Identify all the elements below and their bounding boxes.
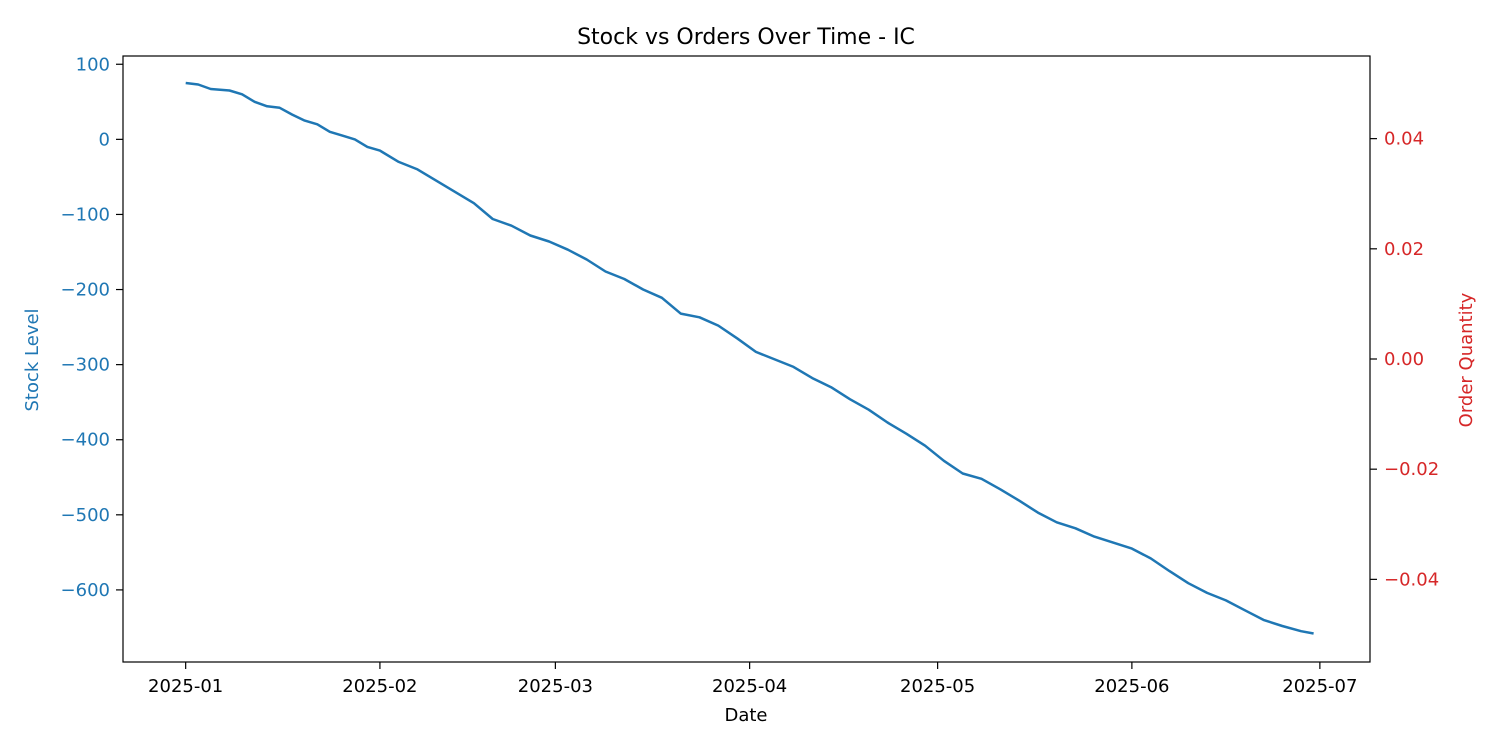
x-tick-label: 2025-02 <box>342 676 417 697</box>
x-tick-label: 2025-03 <box>518 676 593 697</box>
y-tick-label: −500 <box>61 505 110 526</box>
chart-title: Stock vs Orders Over Time - IC <box>577 25 915 50</box>
plot-area <box>185 81 1314 635</box>
y2-tick-label: −0.02 <box>1384 459 1439 480</box>
x-tick-label: 2025-01 <box>148 676 223 697</box>
x-tick-label: 2025-05 <box>900 676 975 697</box>
y2-tick-label: 0.04 <box>1384 129 1424 150</box>
y2-tick-label: 0.02 <box>1384 239 1424 260</box>
y-axis-right: 0.04 0.02 0.00 −0.02 −0.04 <box>1370 129 1439 590</box>
y-tick-label: −300 <box>61 355 110 376</box>
y-tick-label: −200 <box>61 280 110 301</box>
y-tick-label: −100 <box>61 204 110 225</box>
x-tick-label: 2025-04 <box>712 676 787 697</box>
y-tick-label: 100 <box>76 54 110 75</box>
x-axis-title: Date <box>724 705 767 726</box>
plot-frame <box>122 55 1371 663</box>
y-tick-label: −400 <box>61 430 110 451</box>
y-tick-label: −600 <box>61 580 110 601</box>
y-tick-label: 0 <box>99 129 110 150</box>
y-axis-title: Stock Level <box>22 308 43 411</box>
y2-tick-label: 0.00 <box>1384 349 1424 370</box>
x-tick-label: 2025-07 <box>1282 676 1357 697</box>
y2-axis-title: Order Quantity <box>1456 292 1477 427</box>
y2-tick-label: −0.04 <box>1384 569 1439 590</box>
y-axis-left: 100 0 −100 −200 −300 −400 −500 −600 <box>61 54 123 601</box>
x-tick-label: 2025-06 <box>1094 676 1169 697</box>
x-axis: 2025-01 2025-02 2025-03 2025-04 2025-05 2025-… <box>148 662 1357 697</box>
stock-level-line <box>185 81 1314 635</box>
